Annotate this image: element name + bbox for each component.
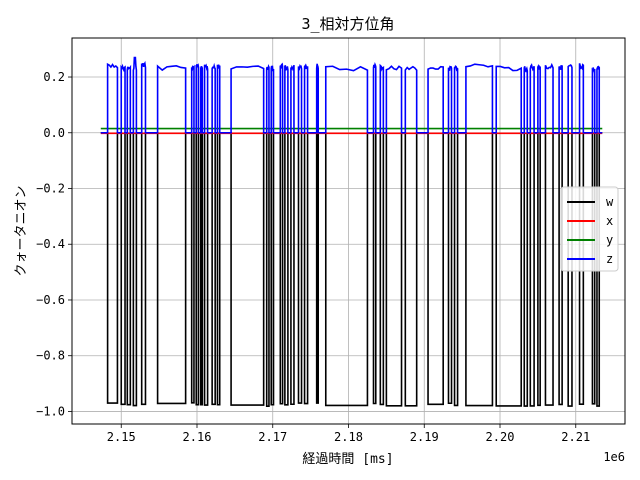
- grid: [72, 38, 625, 424]
- x-axis-label: 経過時間 [ms]: [302, 452, 393, 467]
- y-tick-label: −0.6: [36, 293, 65, 307]
- x-tick-label: 2.20: [486, 430, 515, 444]
- x-tick-label: 2.18: [334, 430, 363, 444]
- y-axis-label: クォータニオン: [14, 185, 29, 276]
- series-line-z: [100, 56, 603, 134]
- y-tick-label: 0.0: [43, 126, 65, 140]
- chart-title: 3_相対方位角: [301, 15, 394, 33]
- legend-label-z: z: [606, 252, 613, 266]
- x-tick-label: 2.15: [107, 430, 136, 444]
- legend-label-x: x: [606, 214, 613, 228]
- series-layer: [100, 56, 603, 407]
- y-tick-label: −0.8: [36, 349, 65, 363]
- y-tick-label: −0.4: [36, 237, 65, 251]
- legend-label-w: w: [606, 195, 614, 209]
- x-tick-label: 2.17: [258, 430, 287, 444]
- x-tick-label: 2.19: [410, 430, 439, 444]
- x-tick-label: 2.16: [183, 430, 212, 444]
- legend-label-y: y: [606, 233, 613, 247]
- y-tick-label: −0.2: [36, 181, 65, 195]
- legend: w x y z: [560, 186, 619, 272]
- y-tick-label: −1.0: [36, 404, 65, 418]
- legend-frame: [560, 186, 619, 272]
- y-tick-label: 0.2: [43, 70, 65, 84]
- x-offset-text: 1e6: [603, 450, 625, 464]
- axis-ticks: 2.15 2.16 2.17 2.18 2.19 2.20 2.21 0.2 0.0 −0.2 −0…: [36, 70, 590, 444]
- x-tick-label: 2.21: [561, 430, 590, 444]
